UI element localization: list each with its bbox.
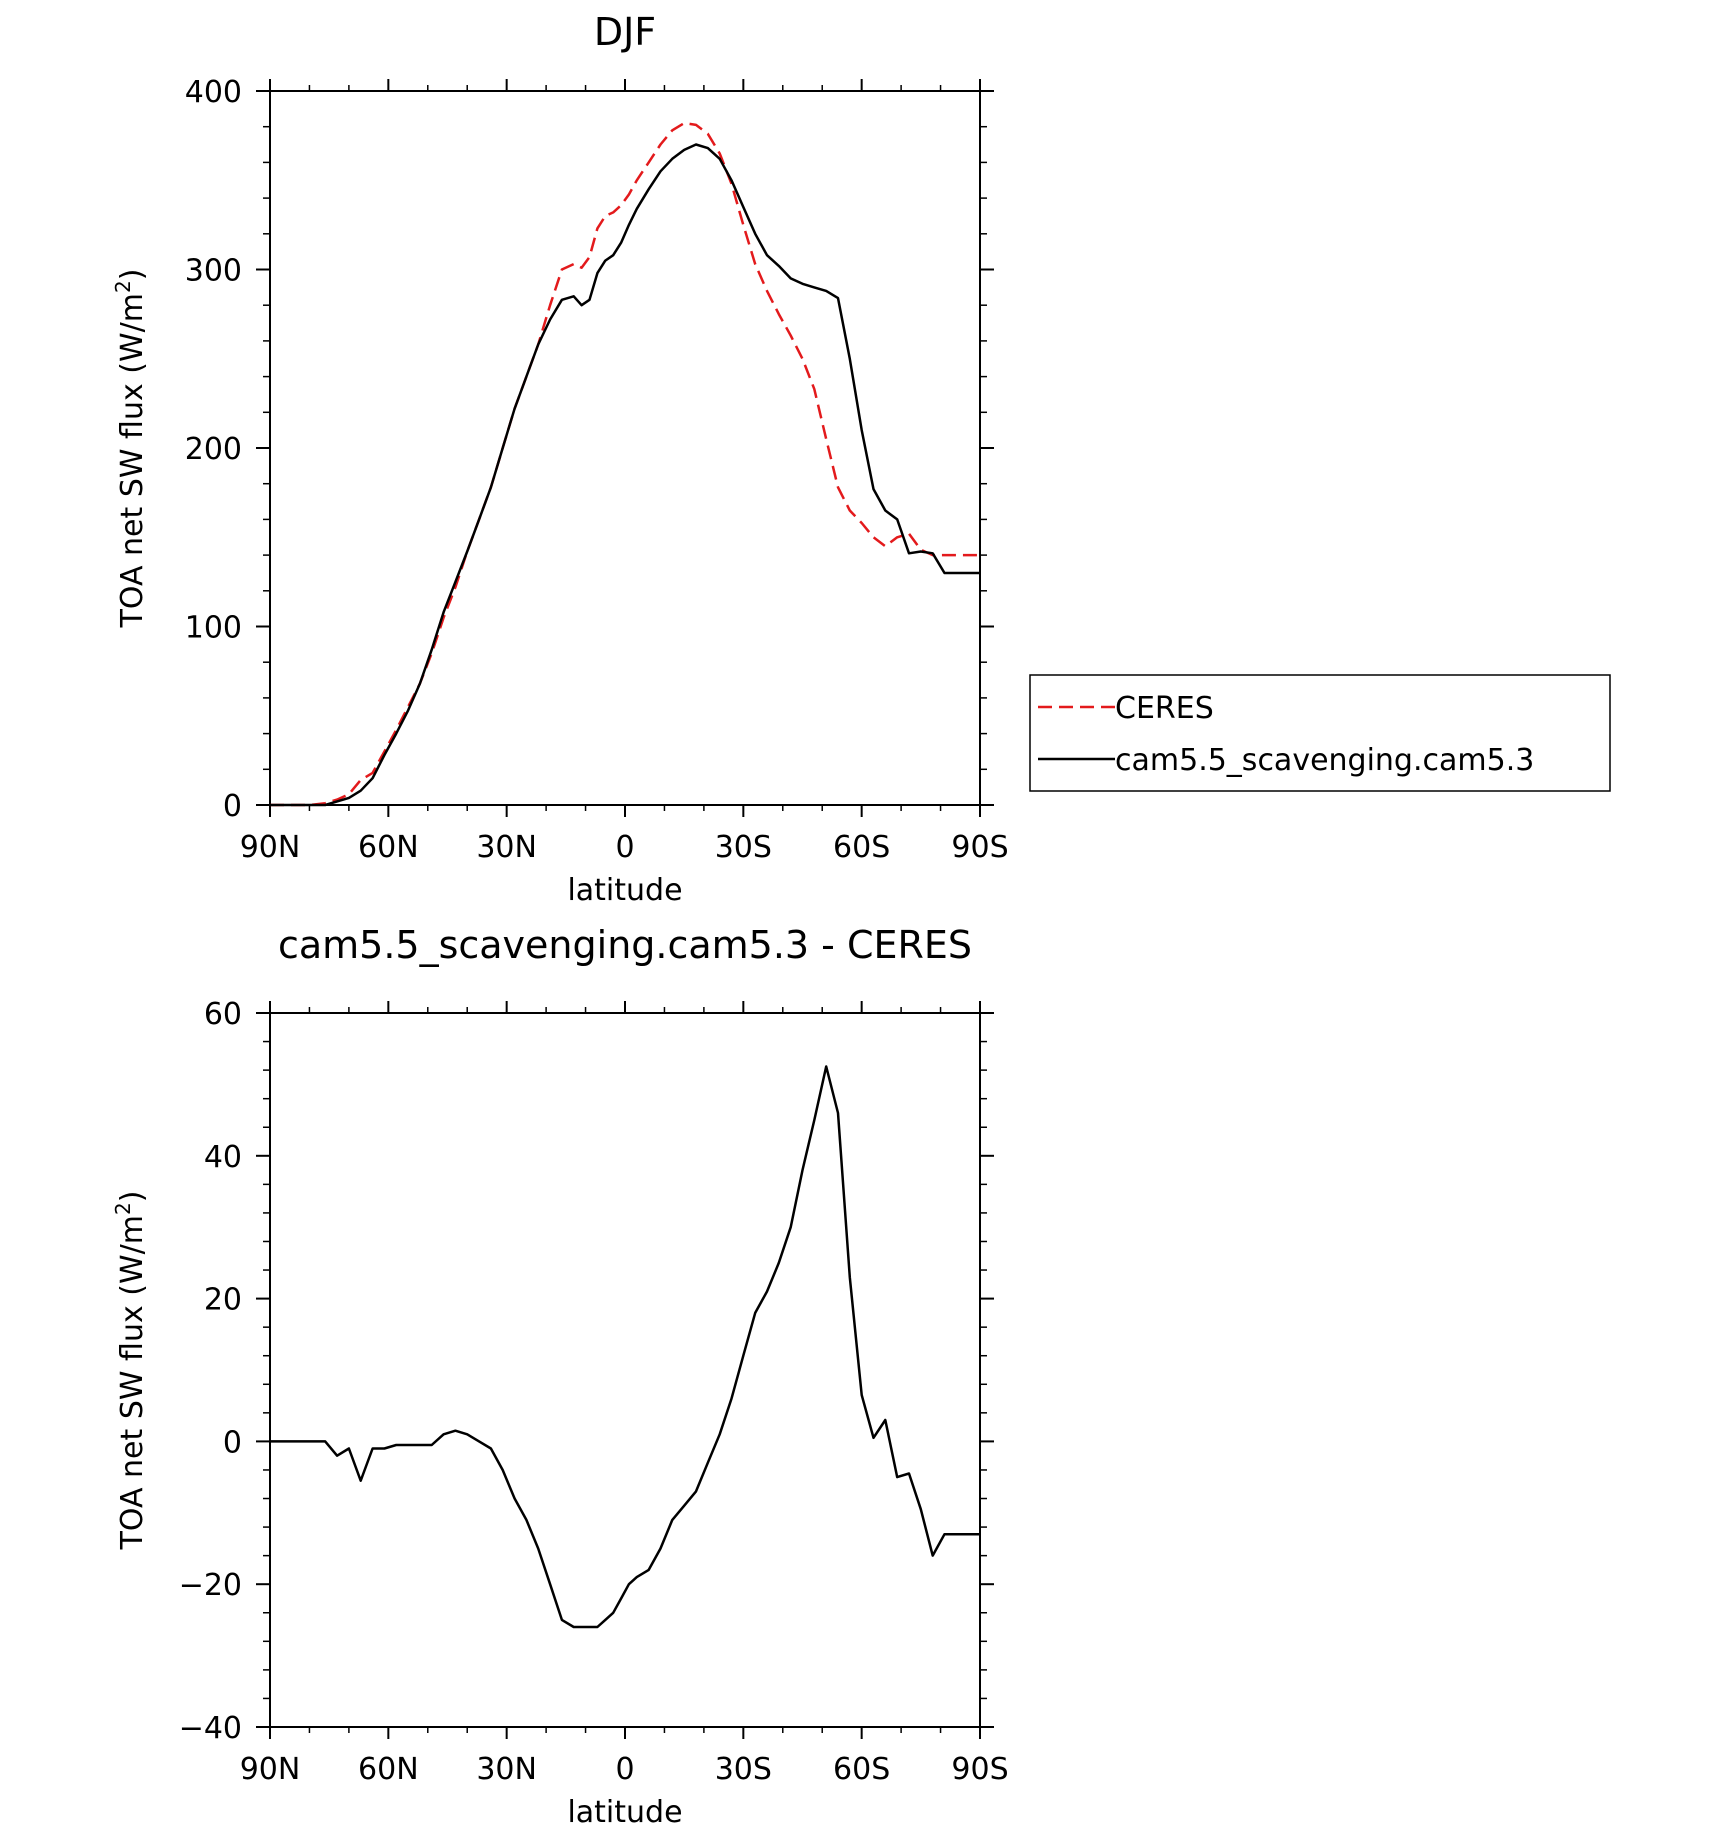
y-tick-label: 400 xyxy=(185,75,242,110)
plot-frame xyxy=(269,1012,981,1728)
x-tick-label: 30N xyxy=(476,830,537,865)
x-tick-label: 60S xyxy=(833,830,890,865)
y-axis-label-main: TOA net SW flux (W/m xyxy=(115,293,150,628)
panel-2: cam5.5_scavenging.cam5.3 - CERES 90N 60N 30… xyxy=(111,923,1009,1830)
y-axis-label: TOA net SW flux (W/m2) xyxy=(111,1191,150,1551)
series-line-ceres xyxy=(270,121,980,807)
legend-label: cam5.5_scavenging.cam5.3 xyxy=(1115,743,1534,778)
y-tick-label: −20 xyxy=(179,1568,242,1603)
x-tick-label: 30S xyxy=(715,1752,772,1787)
y-tick-label: 40 xyxy=(204,1140,242,1175)
x-tick-label: 90N xyxy=(240,830,301,865)
x-tick-label: 60N xyxy=(358,830,419,865)
y-tick-label: 0 xyxy=(223,789,242,824)
x-axis-label: latitude xyxy=(567,1795,682,1830)
x-tick-label: 0 xyxy=(615,830,634,865)
x-tick-label: 30N xyxy=(476,1752,537,1787)
series-line-cam5-5-scavenging-cam5-3 xyxy=(270,143,980,807)
x-tick-label: 30S xyxy=(715,830,772,865)
y-tick-label: −40 xyxy=(179,1711,242,1746)
y-axis-label: TOA net SW flux (W/m2) xyxy=(111,269,150,629)
y-axis-label-sup: 2 xyxy=(111,280,135,293)
panel-1: DJF 90N 60N 30N 0 30S 60S 90S 0 100 200 300 400 latit… xyxy=(111,10,1611,908)
x-tick-label: 90N xyxy=(240,1752,301,1787)
x-tick-label: 90S xyxy=(951,1752,1008,1787)
x-tick-label: 90S xyxy=(951,830,1008,865)
legend: CERES cam5.5_scavenging.cam5.3 xyxy=(1029,674,1611,792)
x-tick-label: 60N xyxy=(358,1752,419,1787)
y-axis-label-main: TOA net SW flux (W/m xyxy=(115,1215,150,1550)
series-line-difference xyxy=(270,1065,980,1629)
legend-label: CERES xyxy=(1115,691,1214,726)
y-tick-label: 100 xyxy=(185,611,242,646)
chart-title: cam5.5_scavenging.cam5.3 - CERES xyxy=(278,923,972,967)
y-tick-label: 60 xyxy=(204,997,242,1032)
x-tick-label: 60S xyxy=(833,1752,890,1787)
chart-title: DJF xyxy=(594,10,656,54)
y-axis-label-close: ) xyxy=(115,269,150,281)
y-tick-label: 0 xyxy=(223,1425,242,1460)
y-tick-label: 200 xyxy=(185,432,242,467)
y-tick-label: 20 xyxy=(204,1283,242,1318)
y-tick-label: 300 xyxy=(185,254,242,289)
legend-box xyxy=(1029,674,1611,792)
x-axis-label: latitude xyxy=(567,873,682,908)
y-axis-label-sup: 2 xyxy=(111,1202,135,1215)
y-axis-label-close: ) xyxy=(115,1191,150,1203)
x-tick-label: 0 xyxy=(615,1752,634,1787)
